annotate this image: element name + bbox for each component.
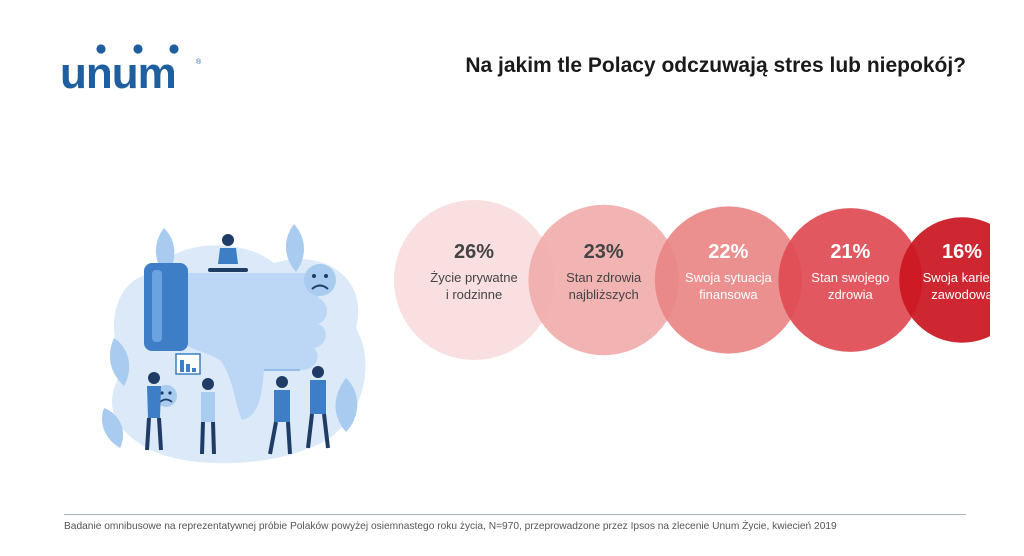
bubble-value-label: 22% — [708, 241, 748, 263]
footer-note: Badanie omnibusowe na reprezentatywnej p… — [64, 521, 837, 532]
bubble-category-label: najbliższych — [569, 287, 639, 302]
bubble-category-label: finansowa — [699, 287, 758, 302]
bubble-value-label: 23% — [584, 241, 624, 263]
leaf-icon — [101, 224, 358, 448]
stress-illustration — [101, 224, 366, 464]
sad-face-icon — [304, 264, 336, 296]
bubble-category-label: i rodzinne — [446, 287, 502, 302]
unum-logo: unum ® — [60, 44, 202, 98]
people-icon — [200, 378, 216, 455]
bubble-5: 16% Swoja kariera zawodowa — [899, 217, 990, 343]
bubble-category-label: zdrowia — [828, 287, 874, 302]
bubble-category-label: Stan zdrowia — [566, 270, 642, 285]
stress-bubble-chart: 26% Życie prywatne i rodzinne 23% Stan zdrow… — [394, 200, 990, 360]
bubble-circle — [778, 208, 923, 352]
bubble-2: 23% Stan zdrowia najbliższych — [528, 204, 679, 356]
bubble-category-label: Swoja kariera — [923, 270, 990, 285]
people-icon — [208, 234, 248, 272]
bubble-category-label: Życie prywatne — [430, 270, 517, 285]
bubble-circle — [654, 206, 802, 354]
bubble-3: 22% Swoja sytuacja finansowa — [654, 206, 802, 354]
bubble-value-label: 26% — [454, 241, 494, 263]
bubble-4: 21% Stan swojego zdrowia — [778, 208, 923, 352]
bubble-category-label: zawodowa — [931, 287, 990, 302]
bubble-category-label: Swoja sytuacja — [685, 270, 772, 285]
declining-chart-icon — [175, 353, 201, 375]
bubble-circle — [899, 217, 990, 343]
logo-dot — [133, 44, 143, 54]
bubble-circle — [394, 200, 554, 360]
footer-divider — [64, 514, 966, 515]
thumbs-down-icon — [144, 263, 327, 420]
logo-dot — [96, 44, 106, 54]
bubble-value-label: 16% — [942, 241, 982, 263]
people-icon — [306, 366, 330, 449]
bubble-value-label: 21% — [830, 241, 870, 263]
bubble-circle — [528, 204, 679, 356]
people-icon — [268, 376, 292, 455]
bubble-category-label: Stan swojego — [811, 270, 889, 285]
page-title: Na jakim tle Polacy odczuwają stres lub … — [465, 54, 966, 77]
logo-trademark: ® — [196, 58, 202, 66]
bubble-1: 26% Życie prywatne i rodzinne — [394, 200, 554, 360]
people-icon — [145, 372, 163, 451]
logo-dot — [169, 44, 179, 54]
logo-wordmark: unum — [60, 49, 176, 98]
